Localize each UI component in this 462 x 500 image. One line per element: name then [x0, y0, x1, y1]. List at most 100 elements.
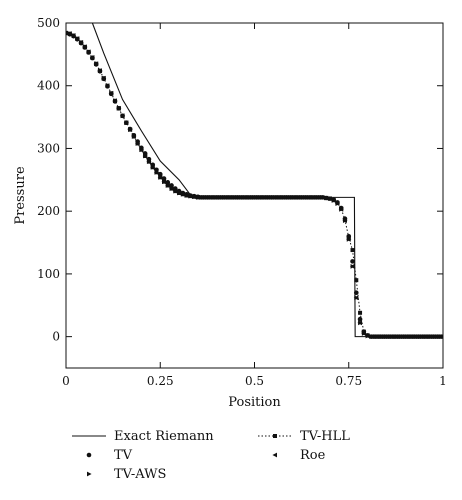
data-point: [116, 105, 121, 111]
data-point: [146, 159, 151, 165]
series-layer: [66, 23, 443, 340]
data-point: [229, 194, 234, 200]
data-point: [108, 90, 114, 96]
series-roe: [66, 30, 443, 340]
data-point: [221, 194, 227, 200]
data-point: [199, 194, 204, 200]
legend-label: TV: [114, 448, 133, 463]
data-point: [346, 237, 351, 242]
data-point: [334, 201, 340, 207]
data-point: [429, 334, 434, 340]
data-point: [349, 263, 355, 269]
data-point: [421, 334, 427, 340]
data-point: [402, 334, 408, 340]
y-tick-label: 200: [37, 204, 60, 218]
data-point: [195, 194, 200, 200]
data-point: [101, 75, 106, 81]
data-point: [270, 194, 276, 200]
legend-label: Exact Riemann: [114, 429, 214, 444]
data-point: [123, 120, 129, 126]
data-point: [233, 194, 238, 200]
legend-entry: TV: [86, 448, 133, 463]
data-point: [285, 194, 291, 200]
data-point: [176, 190, 182, 196]
data-point: [432, 334, 438, 340]
data-point: [410, 334, 415, 340]
data-point: [278, 194, 283, 200]
data-point: [297, 194, 302, 200]
data-point: [406, 334, 412, 340]
series-tv-hll: [66, 31, 443, 339]
data-point: [319, 194, 325, 200]
data-point: [304, 194, 310, 200]
data-point: [82, 44, 87, 50]
data-point: [259, 194, 265, 200]
data-point: [380, 334, 385, 340]
legend-label: Roe: [300, 448, 326, 463]
data-point: [168, 186, 174, 191]
data-point: [191, 194, 197, 200]
data-point: [202, 194, 208, 200]
x-tick-label: 0: [62, 374, 70, 388]
data-point: [240, 194, 246, 200]
data-point: [127, 127, 133, 133]
data-point: [368, 334, 374, 340]
y-tick-label: 0: [52, 330, 60, 344]
series-line: [66, 23, 443, 338]
data-point: [372, 334, 378, 340]
data-point: [187, 193, 193, 199]
data-point: [161, 179, 167, 185]
data-point: [67, 31, 72, 37]
data-point: [346, 235, 351, 240]
data-point: [236, 194, 242, 200]
data-point: [391, 334, 396, 340]
data-point: [93, 61, 99, 67]
data-point: [225, 194, 231, 200]
data-point: [327, 196, 332, 202]
data-point: [255, 194, 261, 200]
data-point: [153, 169, 159, 175]
data-point: [365, 333, 370, 339]
data-point: [217, 194, 223, 200]
data-point: [395, 334, 400, 340]
data-point: [210, 194, 216, 200]
data-point: [172, 188, 178, 194]
legend-entry: TV-AWS: [87, 467, 166, 482]
data-point: [315, 194, 321, 200]
data-point: [354, 278, 359, 283]
data-point: [131, 134, 136, 139]
legend-marker: [273, 434, 277, 438]
data-point: [70, 33, 76, 38]
legend-entry: TV-HLL: [258, 429, 350, 444]
data-point: [387, 334, 393, 340]
data-point: [361, 329, 366, 334]
x-tick-label: 0.25: [147, 374, 174, 388]
data-point: [425, 334, 430, 340]
data-point: [417, 334, 423, 340]
data-point: [331, 198, 336, 203]
data-point: [357, 320, 363, 326]
data-point: [398, 334, 404, 340]
data-point: [86, 49, 91, 55]
legend-marker: [87, 471, 92, 477]
ticks-layer: 0 0.25 0.5 0.75 1 0 100 200 300 400 500: [37, 16, 447, 388]
series-tv: [66, 30, 443, 339]
series-tv-aws: [66, 31, 443, 340]
data-point: [119, 113, 125, 119]
data-point: [323, 195, 329, 201]
data-point: [266, 194, 272, 200]
data-point: [165, 183, 170, 188]
y-tick-label: 300: [37, 141, 60, 155]
data-point: [104, 83, 110, 89]
data-point: [361, 331, 366, 336]
legend-marker: [86, 452, 92, 458]
data-point: [138, 147, 144, 153]
y-axis-label: Pressure: [13, 166, 28, 225]
data-point: [293, 194, 298, 200]
series-exact-riemann: [66, 23, 443, 338]
data-point: [184, 193, 189, 198]
data-point: [97, 68, 102, 74]
legend-label: TV-HLL: [300, 429, 350, 444]
data-point: [414, 334, 419, 340]
